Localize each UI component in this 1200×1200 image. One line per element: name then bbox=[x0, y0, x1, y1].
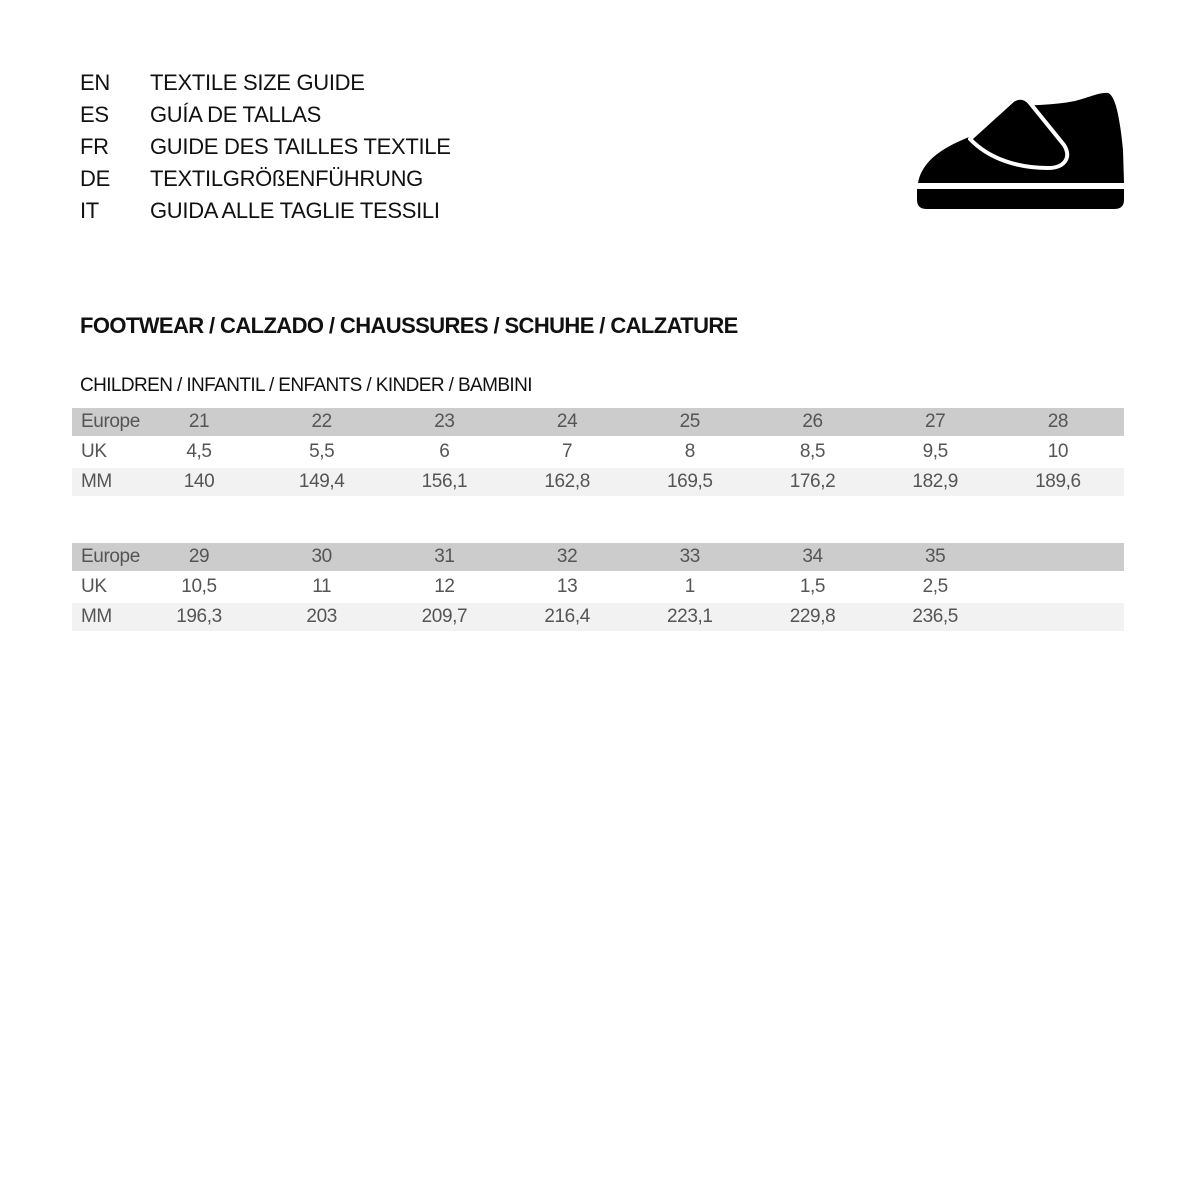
table-row: MM 140 149,4 156,1 162,8 169,5 176,2 182,9 189,6 bbox=[72, 468, 1124, 496]
table-row: Europe 29 30 31 32 33 34 35 bbox=[72, 543, 1124, 571]
row-label: UK bbox=[81, 576, 107, 597]
language-title: GUIDA ALLE TAGLIE TESSILI bbox=[150, 198, 440, 223]
language-title: TEXTILE SIZE GUIDE bbox=[150, 70, 365, 95]
section-subtitle: CHILDREN / INFANTIL / ENFANTS / KINDER /… bbox=[80, 375, 533, 396]
table-cell: 30 bbox=[311, 546, 333, 567]
table-cell: 223,1 bbox=[667, 606, 713, 627]
table-cell: 149,4 bbox=[298, 471, 345, 492]
table-cell: 10 bbox=[1047, 441, 1069, 462]
table-cell: 4,5 bbox=[186, 441, 212, 462]
table-cell: 1 bbox=[684, 576, 696, 597]
table-cell: 5,5 bbox=[309, 441, 335, 462]
language-title: GUIDE DES TAILLES TEXTILE bbox=[150, 134, 451, 159]
table-cell: 9,5 bbox=[922, 441, 949, 462]
table-cell: 32 bbox=[556, 546, 578, 567]
table-cell: 35 bbox=[925, 546, 946, 567]
table-cell: 21 bbox=[188, 411, 210, 432]
language-code: EN bbox=[80, 70, 110, 95]
table-cell: 11 bbox=[312, 576, 332, 597]
table-cell: 216,4 bbox=[544, 606, 590, 627]
table-cell: 23 bbox=[434, 411, 455, 432]
language-code: IT bbox=[80, 198, 99, 223]
table-cell: 156,1 bbox=[421, 471, 468, 492]
table-cell: 8,5 bbox=[799, 441, 826, 462]
language-title: TEXTILGRÖßENFÜHRUNG bbox=[150, 166, 423, 191]
shoe-icon bbox=[917, 92, 1124, 209]
table-cell: 10,5 bbox=[181, 576, 217, 597]
table-cell: 176,2 bbox=[789, 471, 836, 492]
language-title: GUÍA DE TALLAS bbox=[150, 102, 322, 127]
table-row: UK 4,5 5,5 6 7 8 8,5 9,5 10 bbox=[72, 438, 1124, 466]
row-label: MM bbox=[81, 471, 112, 492]
table-cell: 162,8 bbox=[544, 471, 590, 492]
table-cell: 31 bbox=[434, 546, 455, 567]
table-cell: 25 bbox=[679, 411, 701, 432]
table-cell: 196,3 bbox=[176, 606, 222, 627]
table-cell: 12 bbox=[434, 576, 455, 597]
table-cell: 236,5 bbox=[912, 606, 958, 627]
table-cell: 182,9 bbox=[912, 471, 958, 492]
table-cell: 24 bbox=[556, 411, 578, 432]
table-cell: 140 bbox=[183, 471, 215, 492]
table-cell: 209,7 bbox=[421, 606, 468, 627]
table-cell: 2,5 bbox=[922, 576, 949, 597]
table-cell: 8 bbox=[684, 441, 696, 462]
table-cell: 6 bbox=[439, 441, 450, 462]
table-cell: 1,5 bbox=[799, 576, 826, 597]
table-cell: 229,8 bbox=[789, 606, 836, 627]
table-cell: 22 bbox=[311, 411, 333, 432]
table-cell: 28 bbox=[1047, 411, 1069, 432]
row-label: UK bbox=[81, 441, 107, 462]
language-code: DE bbox=[80, 166, 110, 191]
language-code: FR bbox=[80, 134, 109, 159]
row-label: MM bbox=[81, 606, 112, 627]
table-row: Europe 21 22 23 24 25 26 27 28 bbox=[72, 408, 1124, 436]
language-code: ES bbox=[80, 102, 109, 127]
size-table-1: Europe 21 22 23 24 25 26 27 28 UK 4,5 5,5 6 7 8 8,5 9,5 1… bbox=[72, 408, 1124, 498]
table-row: UK 10,5 11 12 13 1 1,5 2,5 bbox=[72, 573, 1124, 601]
table-cell: 29 bbox=[188, 546, 210, 567]
table-cell: 33 bbox=[679, 546, 701, 567]
table-cell: 7 bbox=[562, 441, 573, 462]
table-cell: 26 bbox=[802, 411, 823, 432]
row-label: Europe bbox=[81, 546, 140, 567]
table-cell: 27 bbox=[925, 411, 946, 432]
table-cell: 189,6 bbox=[1035, 471, 1081, 492]
size-table-2: Europe 29 30 31 32 33 34 35 UK 10,5 11 12 13 1 1,5 2,5 M… bbox=[72, 543, 1124, 633]
section-title: FOOTWEAR / CALZADO / CHAUSSURES / SCHUHE… bbox=[80, 313, 738, 338]
table-cell: 34 bbox=[802, 546, 823, 567]
table-cell: 13 bbox=[556, 576, 578, 597]
row-label: Europe bbox=[81, 411, 140, 432]
table-cell: 169,5 bbox=[667, 471, 713, 492]
table-cell: 203 bbox=[306, 606, 337, 627]
table-row: MM 196,3 203 209,7 216,4 223,1 229,8 236,5 bbox=[72, 603, 1124, 631]
